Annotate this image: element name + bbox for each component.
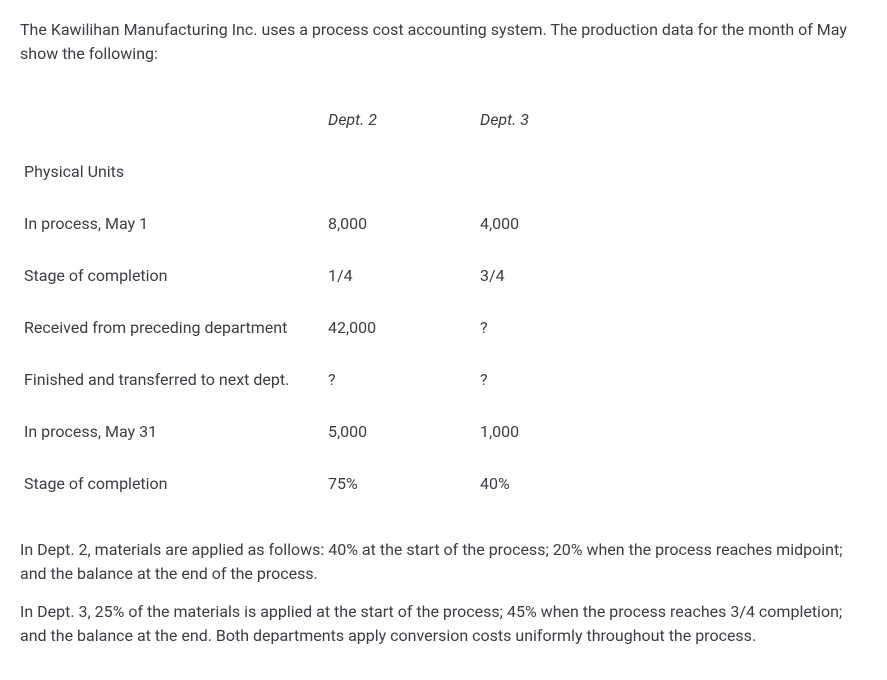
paragraph-dept2: In Dept. 2, materials are applied as fol…	[20, 538, 867, 586]
row-dept3: 3/4	[480, 250, 632, 302]
row-dept2: 5,000	[328, 406, 480, 458]
row-dept2: 1/4	[328, 250, 480, 302]
table-row: In process, May 1 8,000 4,000	[20, 198, 632, 250]
table-row: Received from preceding department 42,00…	[20, 302, 632, 354]
table-row: In process, May 31 5,000 1,000	[20, 406, 632, 458]
table-header-row: Dept. 2 Dept. 3	[20, 94, 632, 146]
header-dept2: Dept. 2	[328, 94, 480, 146]
row-dept3: ?	[480, 354, 632, 406]
row-dept3: 1,000	[480, 406, 632, 458]
table-row: Finished and transferred to next dept. ?…	[20, 354, 632, 406]
row-dept3: 40%	[480, 458, 632, 510]
row-dept3: ?	[480, 302, 632, 354]
row-dept2: ?	[328, 354, 480, 406]
row-label: Physical Units	[20, 146, 328, 198]
row-label: Stage of completion	[20, 458, 328, 510]
row-dept2	[328, 146, 480, 198]
table-row: Stage of completion 75% 40%	[20, 458, 632, 510]
production-data-table: Dept. 2 Dept. 3 Physical Units In proces…	[20, 94, 632, 510]
row-label: In process, May 1	[20, 198, 328, 250]
table-row: Stage of completion 1/4 3/4	[20, 250, 632, 302]
row-label: Finished and transferred to next dept.	[20, 354, 328, 406]
header-blank	[20, 94, 328, 146]
row-dept2: 8,000	[328, 198, 480, 250]
paragraph-dept3: In Dept. 3, 25% of the materials is appl…	[20, 600, 867, 648]
intro-text: The Kawilihan Manufacturing Inc. uses a …	[20, 18, 867, 66]
table-row: Physical Units	[20, 146, 632, 198]
row-dept2: 42,000	[328, 302, 480, 354]
row-label: Received from preceding department	[20, 302, 328, 354]
row-dept3: 4,000	[480, 198, 632, 250]
row-label: In process, May 31	[20, 406, 328, 458]
header-dept3: Dept. 3	[480, 94, 632, 146]
row-dept3	[480, 146, 632, 198]
row-dept2: 75%	[328, 458, 480, 510]
row-label: Stage of completion	[20, 250, 328, 302]
